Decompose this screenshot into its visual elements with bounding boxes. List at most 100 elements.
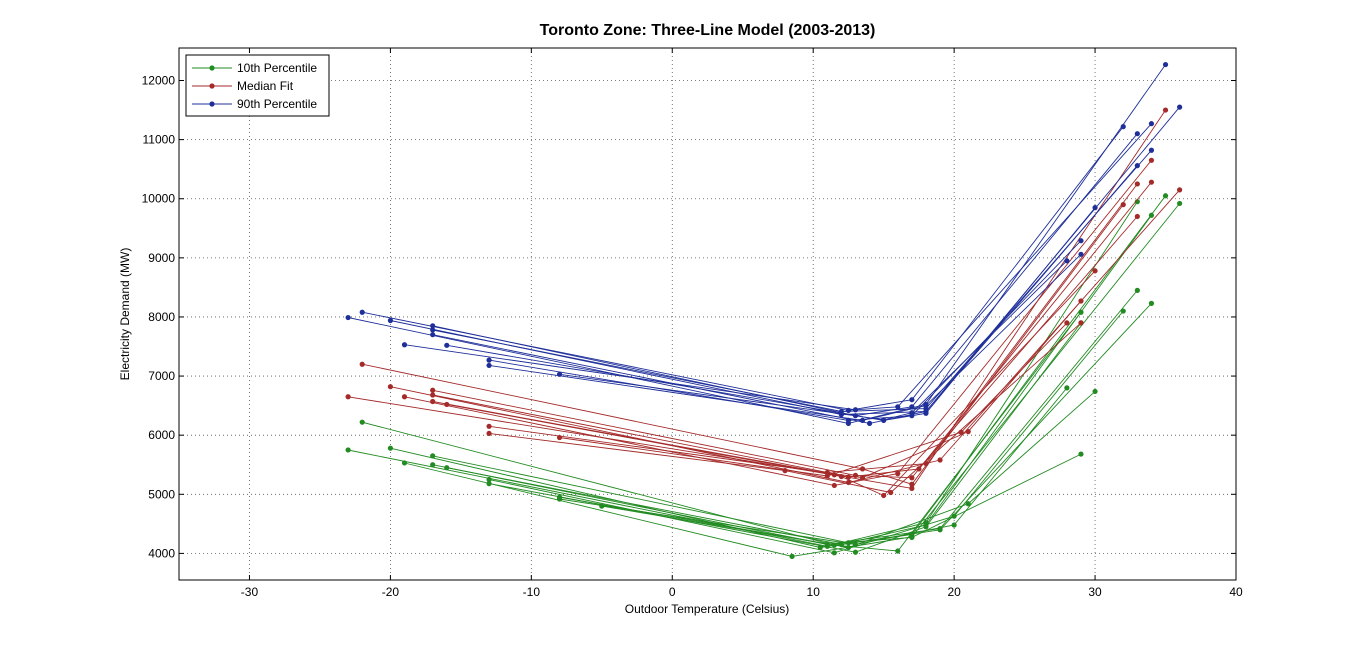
data-point [486, 481, 492, 487]
series-line [348, 64, 1166, 424]
data-point [1078, 320, 1084, 326]
data-point [789, 553, 795, 559]
series-line [432, 215, 1152, 544]
data-point [881, 492, 887, 499]
data-point [486, 476, 492, 483]
y-tick-label: 4000 [148, 546, 175, 560]
data-point [1177, 200, 1183, 207]
x-tick-label: 20 [947, 585, 961, 599]
data-point [1120, 202, 1126, 208]
data-point [1162, 193, 1169, 199]
data-point [1064, 385, 1070, 391]
data-point [430, 453, 436, 459]
data-point [1177, 104, 1183, 110]
data-point [430, 323, 436, 329]
data-point [1148, 157, 1155, 163]
data-point [486, 357, 492, 363]
data-point [387, 384, 393, 390]
series-line [559, 322, 1068, 477]
x-axis-title: Outdoor Temperature (Celsius) [625, 602, 790, 616]
data-point [937, 457, 943, 463]
data-point [958, 429, 964, 435]
series-line [432, 290, 1138, 545]
data-point [852, 407, 859, 413]
series-group [345, 107, 1183, 499]
data-point [1120, 124, 1126, 130]
data-point [831, 482, 837, 489]
series-line [446, 270, 1096, 497]
data-point [909, 475, 915, 481]
data-point [909, 397, 915, 403]
data-point [486, 362, 492, 369]
data-point [909, 485, 915, 491]
data-point [430, 398, 436, 405]
y-tick-label: 6000 [148, 428, 175, 442]
series-line [404, 160, 1152, 486]
series-line [348, 201, 1138, 547]
chart-title: Toronto Zone: Three-Line Model (2003-201… [539, 22, 876, 39]
data-point [1078, 451, 1084, 457]
legend-label: Median Fit [237, 79, 294, 93]
series-group [345, 61, 1183, 426]
data-point [430, 392, 436, 398]
data-point [401, 394, 408, 400]
data-point [1092, 205, 1098, 211]
y-tick-label: 9000 [148, 251, 175, 265]
data-point [444, 465, 450, 471]
y-tick-label: 7000 [148, 369, 175, 383]
data-point [1078, 251, 1084, 257]
data-point [556, 371, 563, 377]
data-point [881, 417, 887, 423]
series-line [559, 260, 1068, 421]
data-point [1078, 298, 1084, 304]
data-point [859, 417, 866, 423]
legend-label: 90th Percentile [237, 97, 317, 111]
data-point [831, 550, 837, 556]
data-point [387, 317, 393, 324]
data-point [1148, 147, 1155, 153]
data-point [866, 420, 873, 426]
plot-series [345, 61, 1183, 559]
data-point [923, 524, 929, 530]
series-line [432, 133, 1138, 417]
data-point [387, 445, 393, 451]
x-tick-label: -30 [241, 585, 259, 599]
series-line [362, 126, 1124, 411]
data-point [1078, 238, 1084, 244]
data-point [1148, 121, 1155, 127]
data-point [444, 401, 450, 408]
legend-label: 10th Percentile [237, 61, 317, 75]
data-point [923, 410, 929, 416]
data-point [859, 475, 866, 481]
x-tick-label: -10 [523, 585, 541, 599]
data-point [895, 471, 901, 477]
data-point [430, 332, 436, 338]
data-point [845, 544, 852, 551]
series-line [489, 240, 1082, 421]
data-point [486, 423, 492, 429]
x-tick-label: -20 [382, 585, 400, 599]
data-point [1134, 213, 1140, 220]
data-point [951, 522, 957, 528]
data-point [909, 534, 915, 541]
series-line [404, 123, 1152, 411]
data-point [345, 394, 351, 400]
plot-area-background [179, 48, 1236, 580]
data-point [916, 466, 922, 472]
data-point [599, 503, 605, 509]
data-point [556, 496, 563, 502]
data-point [895, 548, 901, 554]
series-line [559, 391, 1096, 548]
y-tick-label: 11000 [143, 133, 176, 147]
y-tick-label: 10000 [142, 192, 176, 206]
data-point [1134, 131, 1140, 137]
x-tick-label: 0 [669, 585, 676, 599]
data-point [1064, 320, 1070, 326]
series-line [559, 387, 1068, 545]
data-point [1092, 388, 1098, 395]
series-line [432, 150, 1152, 412]
data-point [359, 419, 365, 425]
series-line [446, 207, 1096, 421]
data-point [486, 430, 492, 437]
